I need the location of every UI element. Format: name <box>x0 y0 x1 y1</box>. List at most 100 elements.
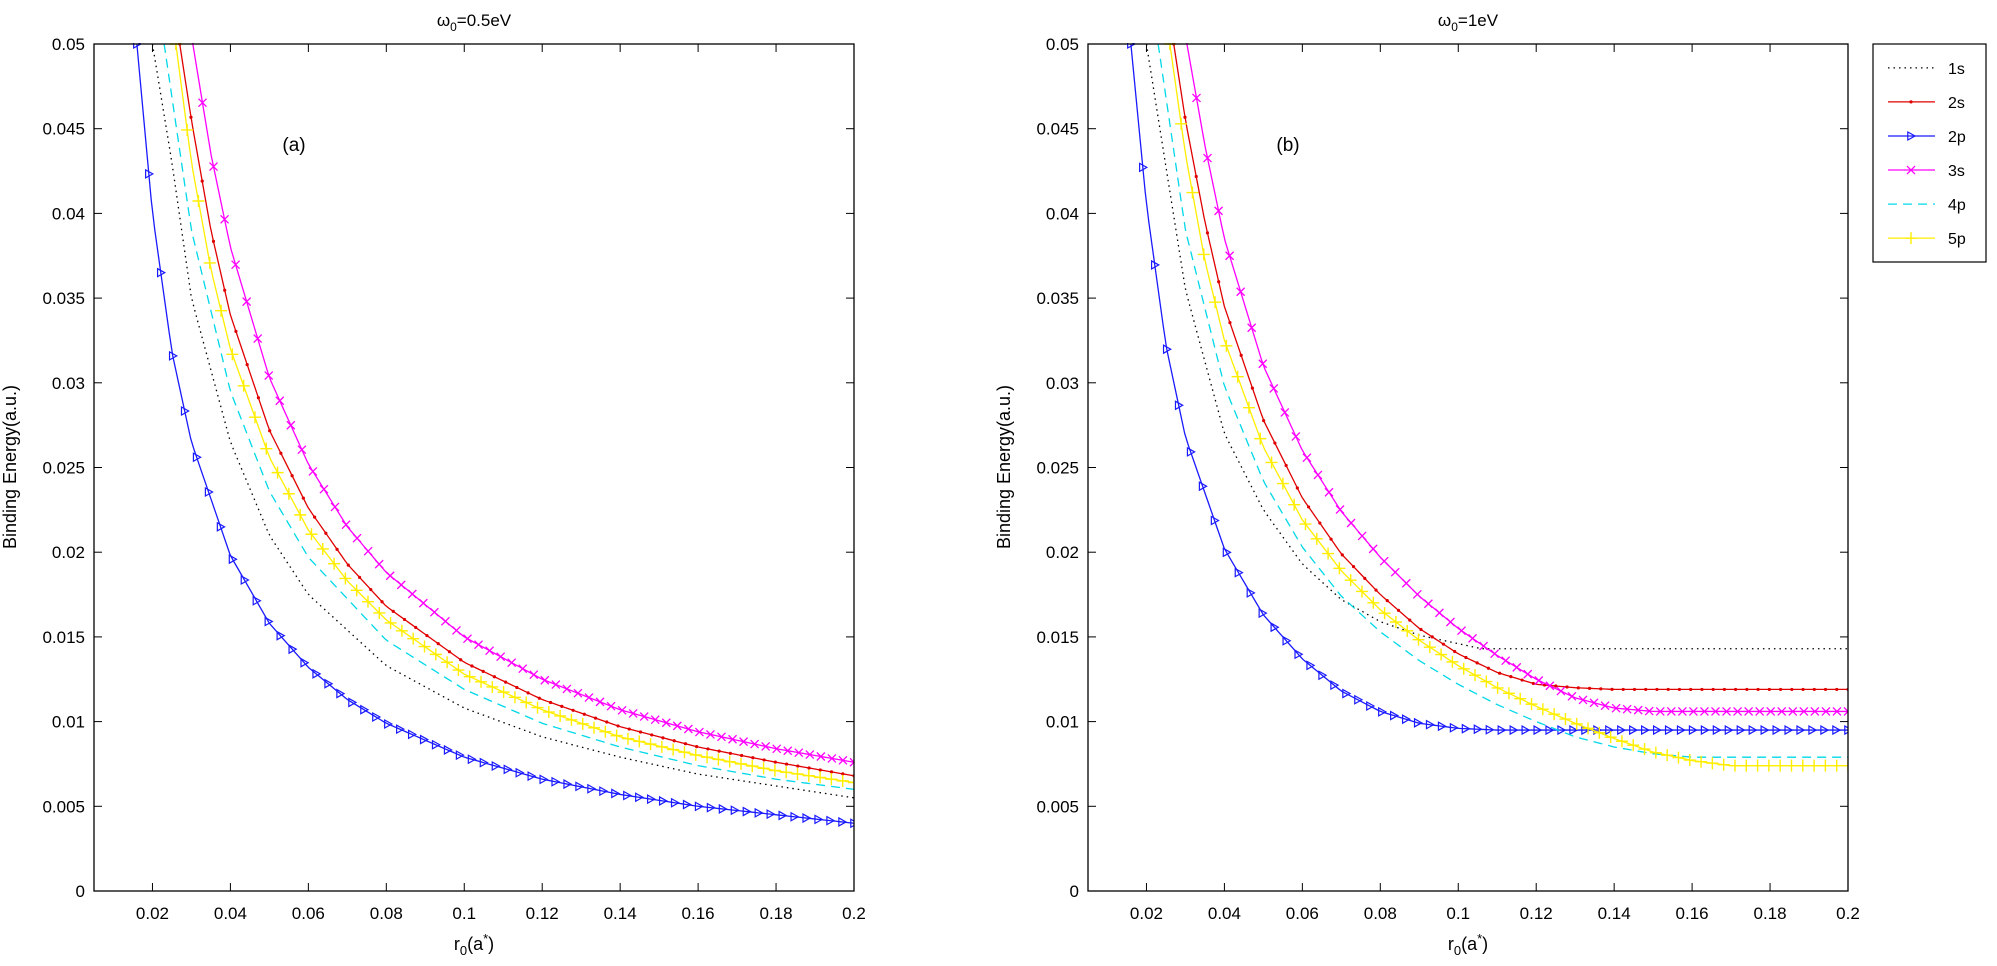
panel-b-series-marker-2s <box>1340 553 1344 557</box>
panel-b-series-marker-5p <box>1220 339 1233 352</box>
panel-a-series-marker-5p <box>689 748 702 761</box>
panel-b-series-marker-2s <box>1700 687 1704 692</box>
panel-a-series-marker-3s <box>297 445 307 455</box>
panel-a-series-marker-5p <box>701 751 714 764</box>
panel-a-series-marker-5p <box>294 508 307 521</box>
panel-a-series-marker-5p <box>610 729 623 742</box>
panel-b-series-marker-3s <box>1733 706 1743 716</box>
panel-a-series-marker-3s <box>639 712 649 721</box>
panel-a-series-marker-3s <box>849 757 854 767</box>
panel-a-title-sub: 0 <box>450 20 457 34</box>
panel-a-series-marker-2s <box>402 617 407 622</box>
panel-b-series-marker-5p <box>1661 749 1674 762</box>
panel-a-series-marker-5p <box>486 680 499 693</box>
panel-a-series-marker-2s <box>751 756 755 760</box>
panel-b-xtick-label: 0.16 <box>1676 904 1709 923</box>
panel-b-series-marker-2p <box>1222 547 1232 558</box>
panel-a-series-marker-3s <box>407 589 417 599</box>
panel-b-ytick-label: 0.005 <box>1036 797 1079 816</box>
panel-b-series-marker-3s <box>1799 706 1809 716</box>
panel-a-series-marker-5p <box>361 595 374 608</box>
panel-a-series-marker-2p <box>180 405 190 416</box>
panel-a-xlabel-sup: * <box>483 931 488 946</box>
panel-b-series-marker-2p <box>1569 725 1579 736</box>
panel-a-series-marker-2p <box>551 776 561 787</box>
panel-a-series-marker-2s <box>335 547 339 551</box>
panel-b-series-marker-2s <box>1194 174 1198 179</box>
panel-a-series-marker-2p <box>730 805 740 816</box>
panel-b-series-marker-5p <box>1401 624 1414 637</box>
panel-b-series-marker-2p <box>1533 725 1543 736</box>
panel-a-series-marker-2s <box>256 396 261 400</box>
panel-b-series-marker-2p <box>1234 567 1244 578</box>
panel-b-series-marker-3s <box>1269 383 1279 393</box>
panel-a-ytick-label: 0.01 <box>52 713 85 732</box>
panel-a-series-marker-5p <box>305 528 318 541</box>
panel-a-series-marker-3s <box>429 607 439 617</box>
panel-b-series-marker-5p <box>1175 117 1188 130</box>
panel-a-title-rest: =0.5eV <box>457 11 512 30</box>
panel-b-series-marker-2s <box>1632 687 1637 692</box>
legend-label-3s: 3s <box>1948 163 1965 180</box>
panel-b-series-marker-2p <box>1808 725 1818 736</box>
panel-b-series-marker-5p <box>1446 655 1459 668</box>
panel-b: ω0=1eV 0.02 0.04 0.06 0.08 0.1 0.12 0.14 0.16 0.… <box>994 11 1860 958</box>
panel-b-series-marker-3s <box>1688 706 1698 716</box>
panel-b-series-marker-2s <box>1587 686 1592 690</box>
panel-a-series-marker-2s <box>560 704 564 708</box>
panel-b-series-marker-5p <box>1502 687 1515 700</box>
panel-a-series-marker-3s <box>518 664 528 674</box>
panel-b-series-marker-2p <box>1473 724 1483 735</box>
panel-a-ticks: 0.02 0.04 0.06 0.08 0.1 0.12 0.14 0.16 0.18 0.2 0 0… <box>42 35 865 923</box>
panel-b-series-marker-3s <box>1203 153 1212 163</box>
panel-b-series-line-4p <box>1157 43 1848 758</box>
panel-b-xtick-label: 0.18 <box>1754 904 1787 923</box>
panel-b-series-marker-5p <box>1627 739 1640 752</box>
panel-a-series-line-2p <box>136 43 854 824</box>
panel-a-series-marker-2s <box>436 642 440 646</box>
panel-b-series-marker-5p <box>1762 759 1775 772</box>
panel-b-series-marker-3s <box>1423 599 1433 609</box>
panel-b-series-marker-5p <box>1728 759 1741 772</box>
panel-a-series-marker-2s <box>695 745 699 749</box>
panel-b-xtick-label: 0.12 <box>1520 904 1553 923</box>
panel-b-series-marker-2p <box>1676 725 1686 736</box>
panel-b-series-marker-3s <box>1501 656 1511 666</box>
panel-b-series-marker-2p <box>1724 725 1734 736</box>
panel-a-series-marker-5p <box>328 557 341 570</box>
panel-a-series-marker-2p <box>336 688 346 699</box>
panel-b-series-marker-2s <box>1812 687 1816 692</box>
panel-a-series-marker-2s <box>200 179 204 183</box>
panel-b-series-marker-2s <box>1790 687 1794 692</box>
panel-a-series-marker-2p <box>718 803 728 814</box>
panel-b-series-marker-2s <box>1374 588 1378 592</box>
panel-b-series-marker-5p <box>1469 669 1482 682</box>
panel-b-ticks: 0.02 0.04 0.06 0.08 0.1 0.12 0.14 0.16 0.18 0.2 0 0… <box>1036 35 1859 923</box>
panel-a-series-marker-3s <box>772 744 782 754</box>
panel-b-series-marker-5p <box>1355 585 1368 598</box>
panel-a-ytick-label: 0.04 <box>52 204 85 223</box>
panel-b-series-marker-3s <box>1711 706 1720 716</box>
panel-a-series-marker-2s <box>414 625 418 630</box>
panel-b-series-marker-2p <box>1390 710 1400 721</box>
panel-a-series-marker-2p <box>491 760 501 772</box>
panel-a-series-marker-2p <box>216 521 226 532</box>
panel-b-xtick-label: 0.2 <box>1836 904 1860 923</box>
panel-b-series-marker-3s <box>1346 518 1356 528</box>
panel-a-series-marker-2p <box>826 815 836 826</box>
panel-a-series-marker-2p <box>635 792 645 803</box>
panel-a-series-marker-5p <box>565 713 578 726</box>
panel-a-series-marker-2s <box>717 749 721 753</box>
panel-b-series-marker-5p <box>1276 477 1289 490</box>
panel-a-series-marker-3s <box>341 520 351 530</box>
panel-a-xtick-label: 0.08 <box>370 904 403 923</box>
panel-a-series-marker-3s <box>198 98 207 108</box>
panel-b-series-marker-2s <box>1486 666 1490 670</box>
panel-a-series-marker-2p <box>455 750 465 761</box>
panel-a-series-marker-2s <box>391 609 395 613</box>
panel-b-series-marker-3s <box>1335 505 1345 514</box>
panel-a-ytick-label: 0.03 <box>52 374 85 393</box>
panel-b-series-marker-3s <box>1446 617 1455 627</box>
panel-a-tag: (a) <box>282 135 305 156</box>
panel-a-xtick-label: 0.16 <box>682 904 715 923</box>
